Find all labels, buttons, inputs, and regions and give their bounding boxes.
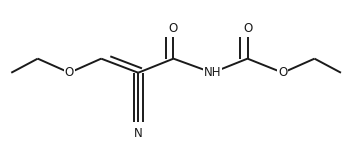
Text: NH: NH bbox=[204, 66, 221, 79]
Text: O: O bbox=[278, 66, 287, 79]
Text: N: N bbox=[134, 127, 143, 140]
Text: O: O bbox=[169, 22, 178, 35]
Text: O: O bbox=[243, 22, 252, 35]
Text: O: O bbox=[65, 66, 74, 79]
